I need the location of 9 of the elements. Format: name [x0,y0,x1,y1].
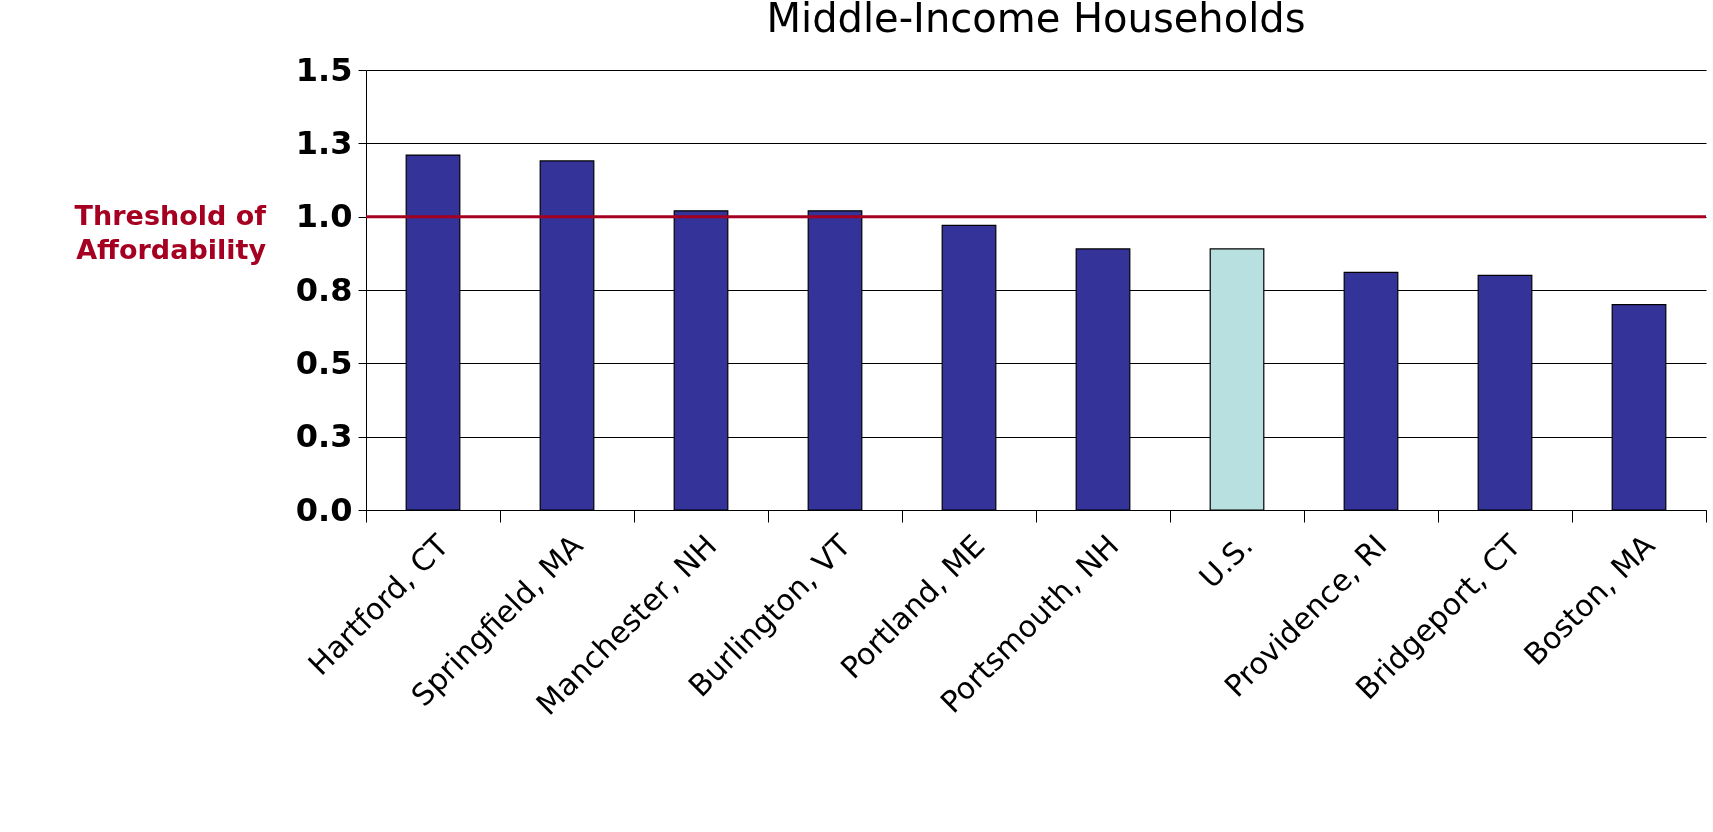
y-tick-label: 1.0 [295,197,353,236]
y-tick-label: 0.0 [295,490,353,529]
y-tick-label: 0.8 [295,270,353,309]
chart-title: Middle-Income Households [766,0,1306,41]
y-tick-label: 1.3 [295,123,353,162]
y-tick-label: 0.3 [295,417,353,456]
ref-line-label: Threshold of Affordability [74,199,267,265]
y-tick-label: 0.5 [295,343,353,382]
y-tick-label: 1.5 [295,50,353,89]
